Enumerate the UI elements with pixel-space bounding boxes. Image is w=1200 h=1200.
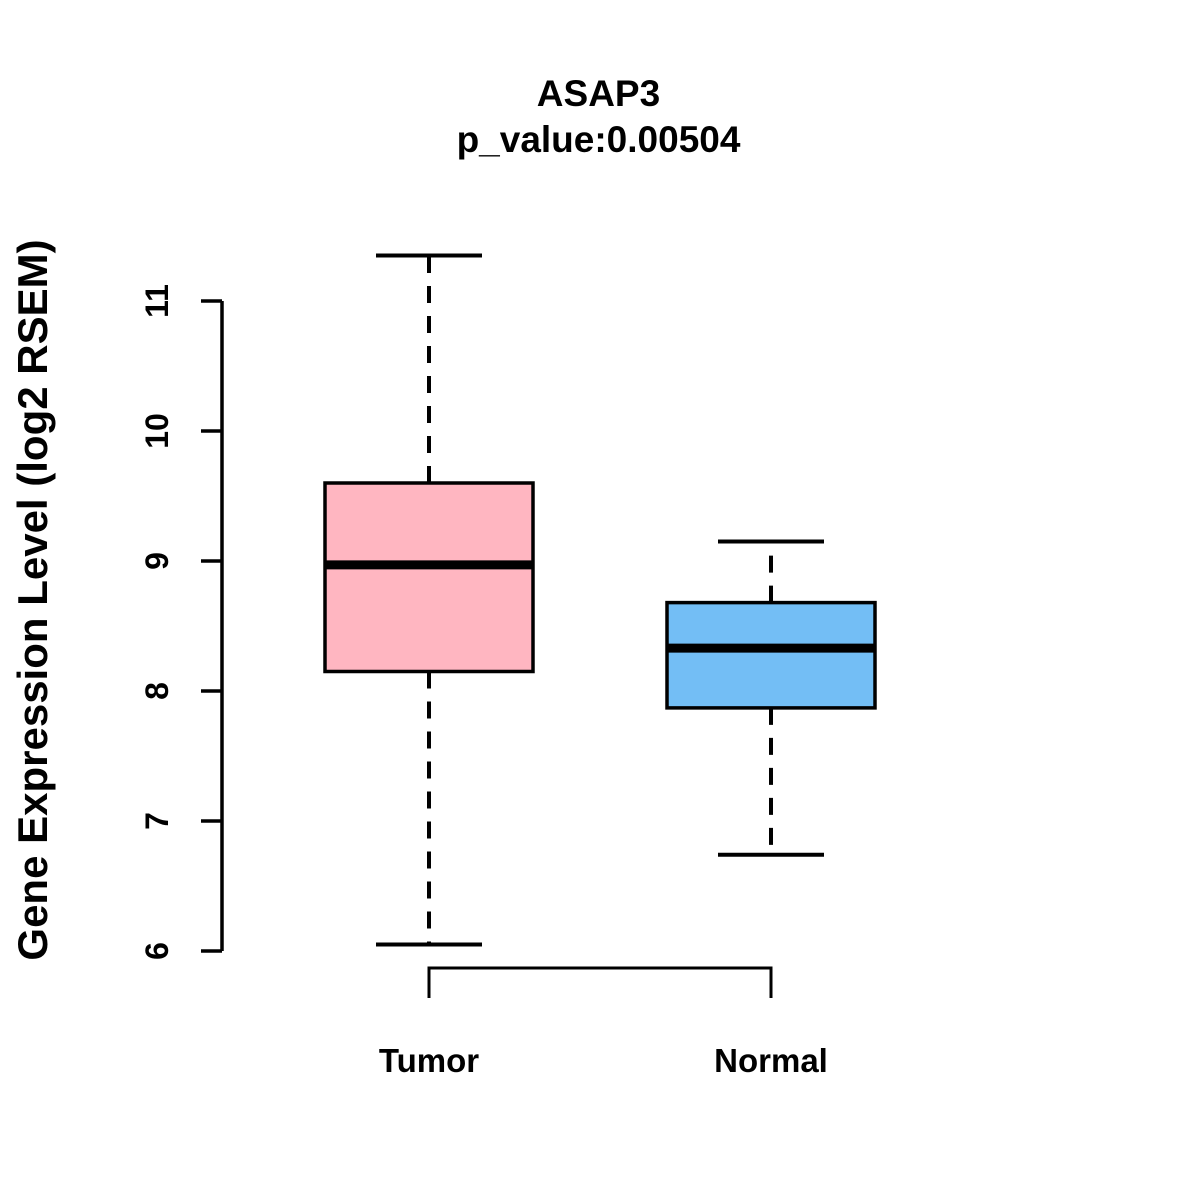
y-tick-label: 11: [139, 284, 175, 318]
x-group-label: Normal: [714, 1042, 828, 1079]
y-tick-label: 6: [139, 942, 175, 960]
chart-title: ASAP3: [536, 73, 661, 114]
y-tick-label: 10: [139, 413, 175, 449]
y-tick-label: 8: [139, 682, 175, 700]
x-group-label: Tumor: [379, 1042, 479, 1079]
box-normal: [665, 600, 877, 710]
chart-subtitle: p_value:0.00504: [456, 119, 741, 160]
box-tumor: [323, 481, 535, 674]
x-axis-bracket: [427, 966, 773, 998]
y-tick-label: 7: [139, 812, 175, 830]
y-tick-label: 9: [139, 552, 175, 570]
